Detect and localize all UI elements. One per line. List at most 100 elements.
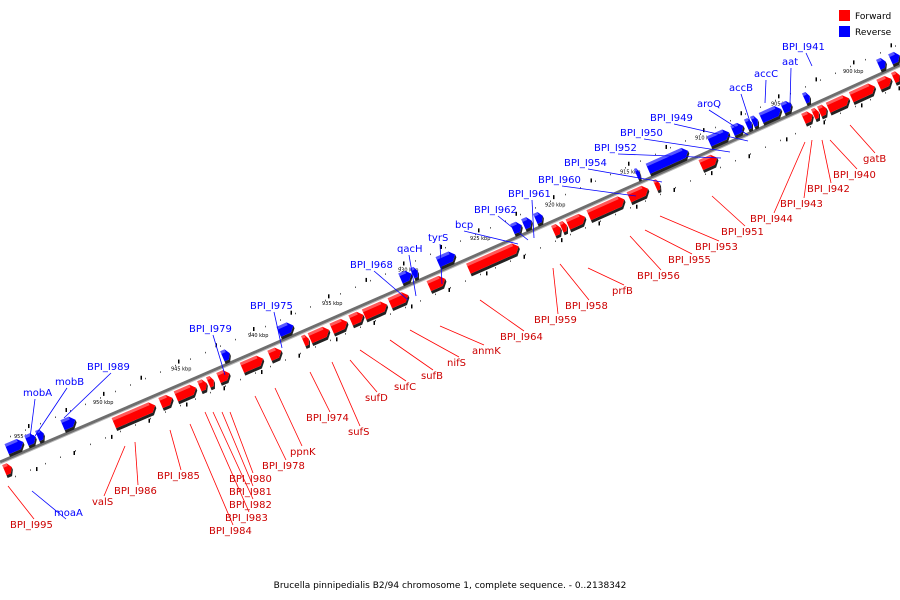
track-dot (445, 246, 446, 249)
forward-gene[interactable] (698, 153, 721, 173)
leader-line (309, 371, 331, 413)
forward-gene[interactable] (197, 378, 210, 395)
forward-gene[interactable] (626, 184, 652, 206)
gene-label: moaA (54, 508, 83, 519)
reverse-gene[interactable] (750, 114, 761, 130)
forward-gene[interactable] (267, 346, 285, 364)
major-tick (478, 228, 480, 233)
track-dot (865, 58, 866, 61)
gene-label: BPI_I953 (695, 242, 738, 253)
legend-forward-swatch (839, 10, 850, 21)
forward-gene[interactable] (551, 223, 564, 239)
reverse-gene[interactable] (533, 211, 546, 227)
forward-gene[interactable] (565, 212, 589, 233)
kbp-label: 945 kbp (171, 367, 191, 373)
forward-gene[interactable] (2, 462, 15, 478)
track-dot (565, 193, 566, 196)
reverse-gene[interactable] (60, 415, 78, 434)
gene-features (2, 50, 900, 478)
reverse-gene[interactable] (706, 127, 733, 150)
leader-line (221, 411, 254, 487)
forward-gene[interactable] (173, 383, 200, 405)
reverse-gene[interactable] (888, 50, 900, 68)
forward-gene[interactable] (301, 334, 312, 349)
reverse-gene[interactable] (876, 57, 889, 73)
gene-label: bcp (455, 220, 473, 231)
forward-gene[interactable] (891, 70, 900, 86)
forward-gene[interactable] (848, 81, 878, 105)
track-dot (340, 293, 341, 295)
forward-gene[interactable] (216, 368, 233, 386)
reverse-gene[interactable] (780, 99, 795, 117)
reverse-gene[interactable] (220, 348, 233, 365)
forward-gene[interactable] (158, 393, 175, 411)
track-dot (100, 397, 101, 399)
forward-gene[interactable] (876, 74, 895, 93)
gene-label: aroQ (697, 99, 721, 110)
reverse-gene[interactable] (4, 437, 27, 457)
track-dot (415, 260, 416, 262)
gene-label: BPI_I964 (500, 332, 543, 343)
leader-line (659, 215, 720, 242)
track-dot (130, 384, 131, 386)
track-dot (520, 213, 521, 216)
major-tick (65, 407, 67, 412)
kbp-label: 910 kbp (695, 136, 715, 142)
forward-gene[interactable] (329, 317, 351, 337)
major-tick (178, 359, 180, 364)
forward-gene[interactable] (825, 93, 853, 116)
forward-gene[interactable] (348, 310, 366, 329)
reverse-gene[interactable] (633, 167, 643, 182)
leader-line (408, 254, 417, 297)
forward-gene[interactable] (206, 375, 217, 391)
track-dot (90, 443, 91, 446)
leader-line (740, 93, 753, 129)
gene-label: sufC (394, 382, 416, 393)
forward-gene[interactable] (817, 103, 830, 120)
gene-label: BPI_I979 (189, 324, 232, 335)
leader-line (439, 243, 443, 285)
track-dot (595, 180, 596, 182)
reverse-gene[interactable] (645, 146, 692, 177)
forward-gene[interactable] (586, 194, 627, 224)
major-tick (186, 402, 188, 407)
reverse-gene[interactable] (758, 104, 785, 126)
track-dot (580, 187, 581, 189)
track-dot (510, 260, 511, 262)
gene-label: tyrS (428, 233, 448, 244)
forward-gene[interactable] (466, 241, 522, 277)
track-dot (690, 180, 691, 182)
reverse-gene[interactable] (276, 320, 296, 340)
reverse-gene[interactable] (801, 91, 813, 107)
forward-gene[interactable] (426, 274, 449, 294)
leader-line (629, 235, 662, 271)
major-tick (561, 238, 563, 243)
track-dot (255, 372, 256, 374)
forward-gene[interactable] (111, 400, 159, 432)
leader-line (63, 372, 112, 419)
track-dot (280, 319, 281, 321)
major-tick (28, 424, 30, 429)
track-dot (720, 166, 721, 169)
track-dot (225, 385, 226, 387)
forward-gene[interactable] (801, 110, 816, 127)
forward-gene[interactable] (307, 325, 333, 347)
legend-reverse-label: Reverse (855, 28, 892, 38)
major-tick (261, 370, 263, 375)
reverse-gene[interactable] (398, 269, 415, 287)
gene-label: BPI_I975 (250, 301, 293, 312)
forward-gene[interactable] (361, 299, 391, 323)
forward-gene[interactable] (810, 107, 822, 123)
major-tick (711, 171, 713, 176)
leader-line (204, 411, 250, 513)
gene-label: BPI_I944 (750, 214, 793, 225)
leader-line (559, 263, 590, 301)
forward-gene[interactable] (239, 354, 267, 376)
reverse-gene[interactable] (24, 432, 39, 449)
gene-label: mobA (23, 388, 52, 399)
reverse-gene[interactable] (521, 216, 535, 233)
track-dot (265, 325, 266, 328)
major-tick (440, 244, 442, 249)
forward-gene[interactable] (559, 220, 570, 236)
